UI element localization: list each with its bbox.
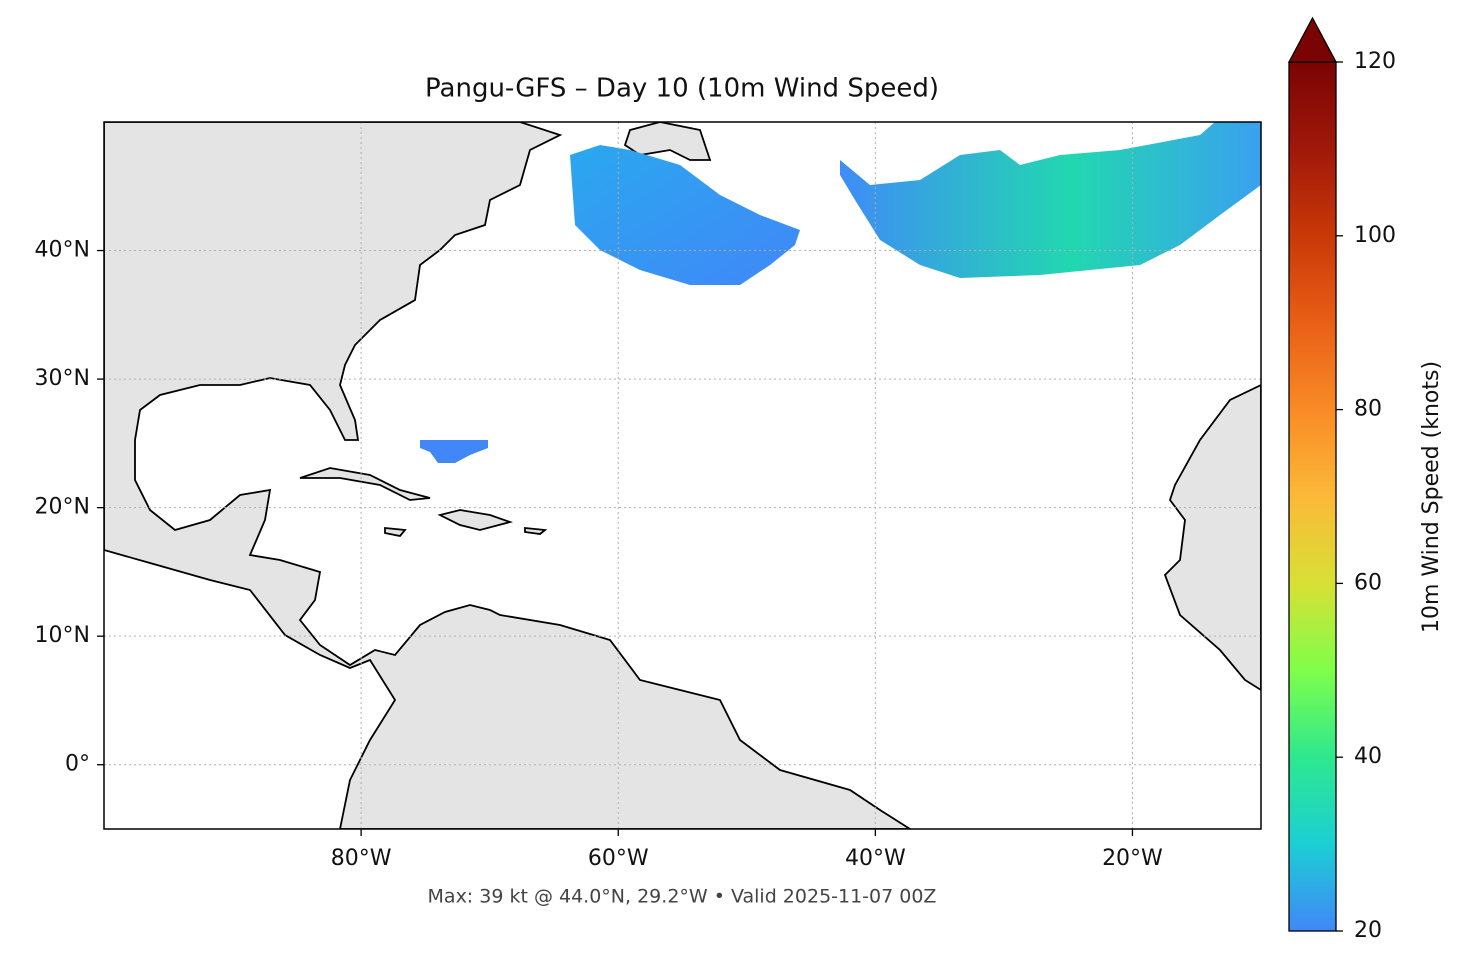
colorbar-label: 10m Wind Speed (knots): [1419, 361, 1444, 633]
colorbar-tick-label: 60: [1354, 570, 1382, 595]
wind-field: [420, 440, 488, 463]
y-tick-label: 0°: [65, 752, 90, 777]
newfoundland: [623, 122, 712, 161]
y-tick-label: 30°N: [35, 366, 90, 391]
y-tick-label: 20°N: [35, 495, 90, 520]
africa: [1163, 384, 1261, 692]
x-tick-label: 80°W: [331, 846, 392, 871]
y-tick-label: 40°N: [35, 238, 90, 263]
colorbar: [1288, 61, 1337, 932]
footer: Max: 39 kt @ 44.0°N, 29.2°W • Valid 2025…: [428, 886, 937, 908]
x-tick-label: 40°W: [845, 846, 906, 871]
wind-field: [840, 122, 1261, 278]
map-area: [104, 122, 1261, 829]
hispaniola: [437, 509, 514, 531]
wind-field: [570, 145, 800, 285]
cuba: [299, 467, 431, 501]
colorbar-tick-label: 100: [1354, 223, 1396, 248]
jamaica: [384, 527, 407, 537]
x-tick-label: 20°W: [1102, 846, 1163, 871]
x-tick-label: 60°W: [588, 846, 649, 871]
puerto-rico: [524, 527, 548, 535]
colorbar-tick-label: 80: [1354, 397, 1382, 422]
colorbar-tick-label: 20: [1354, 918, 1382, 943]
chart-title: Pangu-GFS – Day 10 (10m Wind Speed): [425, 74, 939, 104]
y-tick-label: 10°N: [35, 623, 90, 648]
colorbar-tick-label: 40: [1354, 744, 1382, 769]
colorbar-extend: [1287, 16, 1338, 63]
americas: [104, 122, 912, 829]
colorbar-tick-label: 120: [1354, 49, 1396, 74]
map-frame: [103, 121, 1262, 830]
